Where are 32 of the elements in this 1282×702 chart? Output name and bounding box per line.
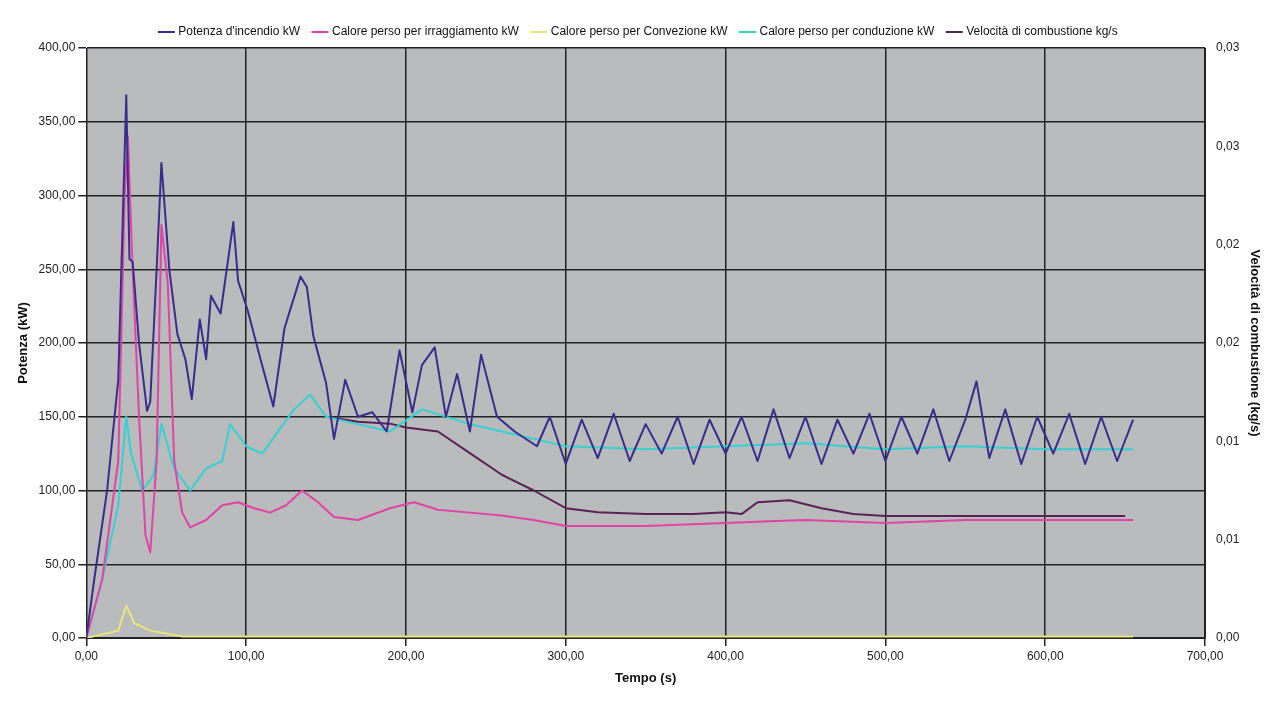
legend-label: Calore perso per Convezione kW [550,24,729,39]
y-tick-label: 350,00 [38,114,76,129]
y2-axis-title: Velocità di combustione (kg/s) [1247,249,1263,437]
x-tick-label: 0,00 [74,648,99,663]
y-tick-label: 200,00 [38,335,76,350]
y-axis-title: Potenza (kW) [15,302,31,384]
x-axis-title: Tempo (s) [615,669,677,685]
y-tick-label: 100,00 [38,482,76,497]
y-tick-label: 250,00 [38,261,76,276]
legend-label: Calore perso per conduzione kW [759,24,935,39]
x-tick-label: 700,00 [1186,648,1224,663]
y2-tick-label: 0,03 [1216,138,1240,153]
legend-label: Velocità di combustione kg/s [966,24,1118,39]
y2-tick-label: 0,01 [1216,531,1240,546]
x-tick-label: 400,00 [707,648,745,663]
y-tick-label: 400,00 [38,40,76,55]
legend-label: Calore perso per irraggiamento kW [332,24,520,39]
y2-tick-label: 0,00 [1216,630,1240,645]
y-tick-label: 150,00 [38,409,76,424]
y2-tick-label: 0,02 [1216,236,1240,251]
y2-tick-label: 0,03 [1216,40,1240,55]
x-tick-label: 600,00 [1026,648,1064,663]
x-tick-label: 300,00 [547,648,585,663]
x-tick-label: 100,00 [227,648,265,663]
y2-tick-label: 0,01 [1216,433,1240,448]
x-tick-label: 200,00 [387,648,425,663]
x-tick-label: 500,00 [867,648,905,663]
y2-tick-label: 0,02 [1216,335,1240,350]
y-tick-label: 300,00 [38,187,76,202]
legend-label: Potenza d'incendio kW [178,24,301,39]
y-tick-label: 50,00 [45,556,76,571]
y-tick-label: 0,00 [51,630,76,645]
